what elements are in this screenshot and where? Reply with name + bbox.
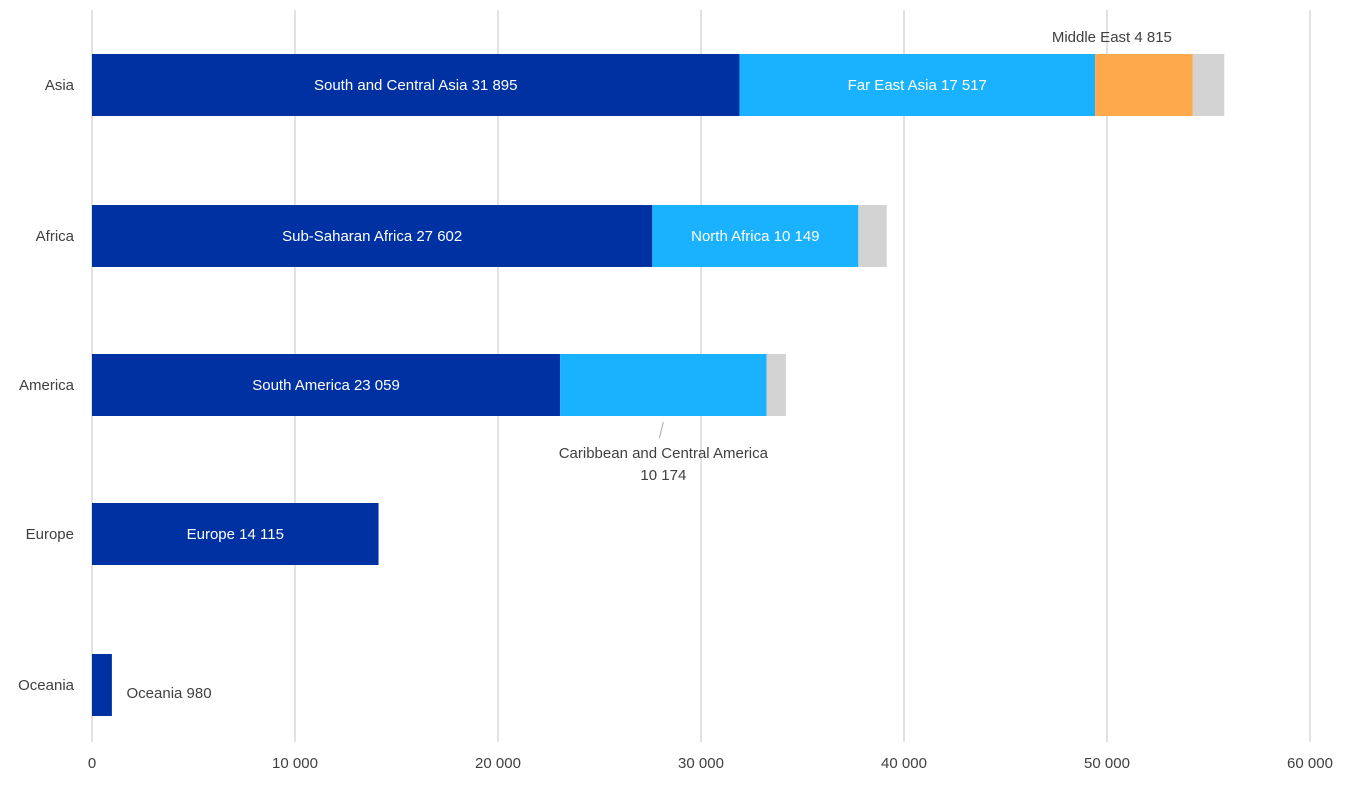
bar-segment [92, 503, 379, 565]
data-label: Europe 14 115 [187, 526, 284, 543]
data-label: Middle East 4 815 [1052, 29, 1172, 46]
bar-segment [1192, 54, 1225, 116]
bar-segment [92, 654, 112, 716]
category-label: Europe [26, 526, 74, 543]
data-labels: South and Central Asia 31 895 Far East As… [127, 29, 1172, 702]
data-label: South America 23 059 [252, 377, 400, 394]
bar-segment [1095, 54, 1193, 116]
data-label: South and Central Asia 31 895 [314, 77, 517, 94]
bar-segment [560, 354, 767, 416]
bar-segment [739, 54, 1096, 116]
bar-segment [766, 354, 786, 416]
x-tick-label: 60 000 [1287, 755, 1333, 772]
bar-segment [92, 205, 653, 267]
category-label: Africa [36, 228, 75, 245]
x-tick-label: 20 000 [475, 755, 521, 772]
x-tick-label: 40 000 [881, 755, 927, 772]
x-tick-label: 50 000 [1084, 755, 1130, 772]
x-tick-label: 10 000 [272, 755, 318, 772]
data-label: Sub-Saharan Africa 27 602 [282, 228, 462, 245]
bars [92, 54, 1225, 716]
data-label: Far East Asia 17 517 [848, 77, 987, 94]
category-label: Asia [45, 77, 75, 94]
label-leader-line [658, 421, 664, 439]
data-label: Oceania 980 [127, 685, 212, 702]
bar-segment [858, 205, 887, 267]
data-label: Caribbean and Central America [559, 445, 769, 462]
data-label: 10 174 [640, 467, 686, 484]
axes: 0 10 000 20 000 30 000 40 000 50 000 60 000 Asi… [18, 77, 1333, 772]
category-label: Oceania [18, 677, 75, 694]
x-tick-label: 30 000 [678, 755, 724, 772]
data-label: North Africa 10 149 [691, 228, 819, 245]
x-tick-label: 0 [88, 755, 96, 772]
bar-segment [652, 205, 859, 267]
bar-segment [92, 54, 740, 116]
category-label: America [19, 377, 75, 394]
bar-segment [92, 354, 561, 416]
